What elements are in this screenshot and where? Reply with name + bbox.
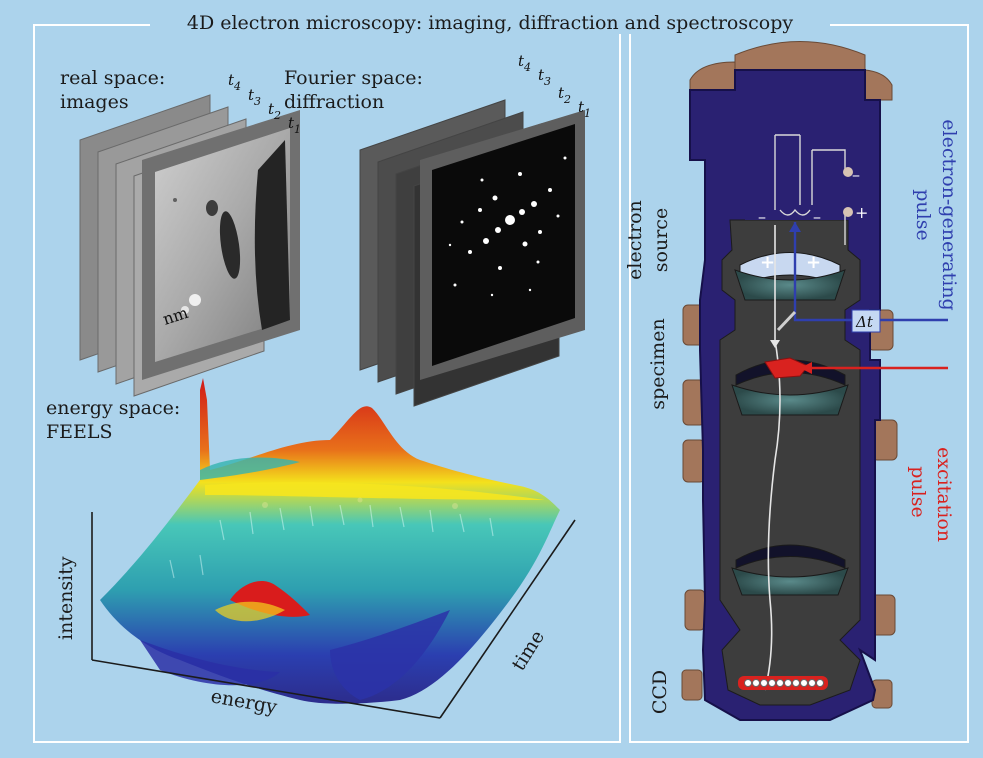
fourier-t2-sub: 2 [563, 93, 571, 106]
microscope-column: – – – + + + Δt [681, 41, 948, 721]
anode-plus-right: + [806, 252, 821, 273]
top-cap [734, 41, 866, 71]
real-t1: t [288, 114, 295, 132]
fourier-t3: t [538, 66, 545, 84]
intensity-axis-label: intensity [55, 556, 77, 640]
real-t2: t [268, 100, 275, 118]
delta-t-label: Δt [855, 313, 874, 331]
real-space-label-1: real space: [60, 67, 166, 89]
real-t3: t [248, 86, 255, 104]
real-t4-sub: 4 [233, 80, 241, 93]
energy-space-label-2: FEELS [46, 421, 113, 443]
diffraction-pattern [420, 110, 585, 380]
svg-text:t2: t2 [268, 100, 281, 122]
electron-generating-pulse-text: electron-generating pulse [912, 119, 960, 311]
cathode-minus-right: – [813, 207, 821, 226]
real-t1-sub: 1 [294, 123, 301, 136]
anode-plus-left: + [760, 252, 775, 273]
figure-title: 4D electron microscopy: imaging, diffrac… [150, 12, 830, 34]
svg-text:t3: t3 [248, 86, 261, 108]
micrograph-frame [142, 110, 300, 380]
lens-3 [731, 544, 849, 596]
svg-text:t4: t4 [228, 71, 241, 93]
lens-1 [734, 252, 846, 301]
top-left-flange [689, 61, 736, 91]
feels-axes [91, 512, 576, 719]
time-axis-label: time [508, 627, 549, 675]
real-space-stack: nm [79, 94, 300, 397]
fourier-space-stack [359, 99, 585, 407]
electron-source-label: electron source [622, 170, 682, 310]
svg-text:t1: t1 [578, 98, 591, 120]
electron-generating-pulse-label: electron-generating pulse [902, 95, 962, 335]
fourier-t1: t [578, 98, 585, 116]
electron-source-text: electron source [624, 200, 672, 280]
electron-beam [764, 225, 781, 691]
fourier-space-label-2: diffraction [284, 91, 385, 113]
terminal-minus: – [852, 165, 860, 184]
real-time-labels: t4 t3 t2 t1 [228, 71, 301, 136]
fourier-time-labels: t4 t3 t2 t1 [518, 52, 591, 120]
real-space-label-2: images [60, 91, 129, 113]
ccd-label: CCD [649, 669, 671, 715]
svg-text:t3: t3 [538, 66, 551, 88]
cathode-minus-left: – [758, 207, 766, 226]
fourier-space-label-1: Fourier space: [284, 67, 423, 89]
specimen-label: specimen [647, 318, 669, 410]
fourier-t2: t [558, 84, 565, 102]
svg-text:t4: t4 [518, 52, 531, 74]
svg-text:t2: t2 [558, 84, 571, 106]
fourier-t4: t [518, 52, 525, 70]
fourier-t1-sub: 1 [584, 107, 591, 120]
svg-text:t1: t1 [288, 114, 301, 136]
beam-splitter-mirror [776, 310, 797, 332]
fourier-t3-sub: 3 [544, 75, 551, 88]
real-t4: t [228, 71, 235, 89]
ccd-detector [738, 676, 828, 690]
feels-surface [100, 378, 560, 704]
fourier-t4-sub: 4 [523, 61, 531, 74]
terminal-plus: + [855, 203, 868, 222]
real-t3-sub: 3 [254, 95, 261, 108]
excitation-pulse-label: excitation pulse [897, 427, 957, 557]
delta-t-box [851, 309, 881, 333]
specimen-sample [764, 357, 809, 379]
energy-space-label-1: energy space: [46, 397, 181, 419]
real-t2-sub: 2 [273, 109, 281, 122]
excitation-pulse-text: excitation pulse [907, 447, 955, 543]
